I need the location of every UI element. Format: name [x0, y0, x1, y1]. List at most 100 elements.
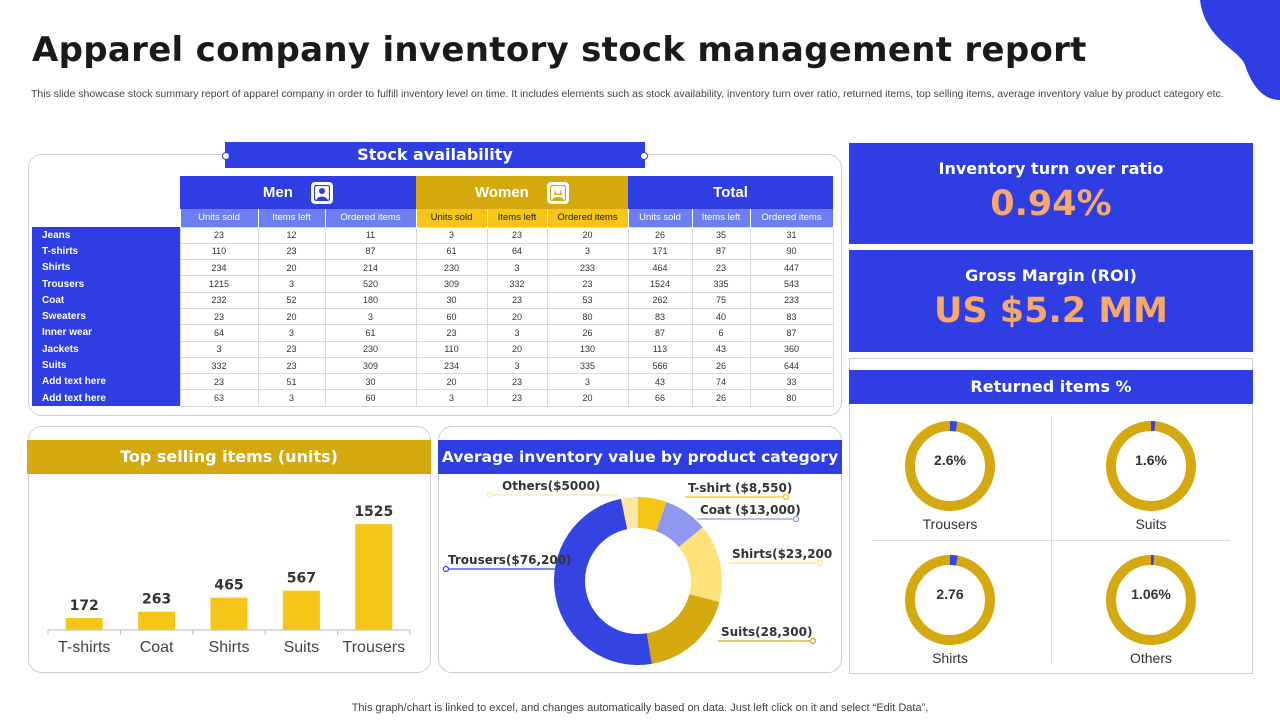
bar-category-label: Shirts [209, 639, 250, 656]
men-label: Men [262, 183, 293, 201]
stock-cell: 3 [179, 340, 259, 358]
donut-slice [656, 502, 703, 548]
stock-cell: 3 [257, 324, 326, 342]
turnover-value: 0.94% [990, 184, 1112, 224]
donut-slice [638, 497, 667, 532]
stock-cell: 3 [546, 373, 629, 391]
stock-cell: 233 [749, 291, 834, 309]
turnover-label: Inventory turn over ratio [938, 159, 1164, 178]
suits-return-label: Suits [1135, 516, 1167, 532]
stock-cell: 26 [546, 324, 629, 342]
stock-cell: 232 [179, 291, 259, 309]
men-ordered-items-header: Ordered items [325, 209, 417, 227]
ring-progress [1106, 555, 1196, 645]
donut-callout-dot [782, 493, 790, 501]
donut-slice [621, 497, 638, 530]
stock-row-label: Coat [32, 292, 180, 309]
returned-items-title: Returned items % [849, 370, 1253, 404]
stock-cell: 566 [627, 356, 693, 375]
stock-cell: 520 [324, 275, 417, 293]
bar-category-label: T-shirts [58, 639, 110, 656]
stock-cell: 31 [749, 226, 834, 244]
suits-ring-graphic [1106, 421, 1196, 511]
stock-cell: 23 [415, 324, 488, 342]
stock-cell: 83 [749, 307, 834, 326]
gross-margin-value: US $5.2 MM [933, 291, 1168, 331]
stock-cell: 64 [486, 242, 548, 261]
donut-slice [646, 594, 720, 664]
stock-cell: 64 [179, 324, 259, 342]
stock-cell: 1524 [627, 275, 693, 293]
stock-cell: 171 [627, 242, 693, 261]
bar-value-label: 263 [142, 592, 171, 608]
stock-row: Suits 332 23 309 234 3 335 566 26 644 [32, 356, 834, 375]
women-ordered-items-header: Ordered items [547, 209, 629, 227]
donut-slice-label: Trousers($76,200) [448, 553, 572, 567]
donut-callout-dot [486, 491, 494, 499]
stock-row-label: Jackets [32, 341, 180, 358]
stock-cell: 60 [324, 389, 417, 407]
stock-cell: 230 [415, 259, 488, 277]
stock-table: Men Women Total Units sold Items left Or… [32, 176, 834, 407]
stock-cell: 12 [257, 226, 326, 244]
stock-cell: 23 [546, 275, 629, 293]
stock-cell: 644 [749, 356, 834, 375]
stock-cell: 3 [415, 389, 488, 407]
stock-cell: 214 [324, 259, 417, 277]
donut-slice-label: T-shirt ($8,550) [688, 481, 792, 495]
stock-cell: 43 [691, 340, 751, 358]
stock-cell: 11 [324, 226, 417, 244]
stock-row-label: Trousers [32, 275, 180, 293]
page-description: This slide showcase stock summary report… [31, 88, 1224, 100]
returned-divider-horizontal [872, 540, 1230, 541]
stock-row: Jackets 3 23 230 110 20 130 113 43 360 [32, 340, 834, 358]
total-units-sold-header: Units sold [628, 209, 693, 227]
donut-callout-dot [809, 637, 817, 645]
total-label: Total [713, 184, 748, 201]
stock-row: Add text here 63 3 60 3 23 20 66 26 80 [32, 389, 834, 407]
stock-row-label: Suits [32, 357, 180, 374]
stock-cell: 87 [691, 242, 751, 261]
stock-availability-title: Stock availability [222, 142, 648, 168]
bar-value-label: 1525 [354, 504, 393, 520]
stock-cell: 74 [691, 373, 751, 391]
bar [65, 618, 103, 630]
stock-row: Trousers 1215 3 520 309 332 23 1524 335 543 [32, 275, 834, 293]
man-user-icon [311, 181, 334, 204]
trousers-return-pct: 2.6% [934, 452, 966, 468]
stock-cell: 3 [257, 275, 326, 293]
stock-row: Jeans 23 12 11 3 23 20 26 35 31 [32, 226, 834, 244]
stock-cell: 80 [546, 307, 629, 326]
stock-cell: 40 [691, 307, 751, 326]
stock-cell: 464 [627, 259, 693, 277]
others-return-label: Others [1129, 650, 1172, 666]
stock-cell: 60 [415, 307, 488, 326]
stock-cell: 309 [415, 275, 488, 293]
stock-cell: 3 [486, 324, 548, 342]
stock-cell: 113 [627, 340, 693, 358]
avg-inventory-donut-chart: T-shirt ($8,550) Coat ($13,000) Shirts($23… [442, 479, 832, 665]
shirts-ring-graphic [905, 555, 995, 645]
stock-cell: 23 [179, 373, 259, 391]
stock-row-label: T-shirts [32, 243, 180, 260]
stock-cell: 26 [691, 356, 751, 375]
stock-cell: 335 [691, 275, 751, 293]
stock-cell: 52 [257, 291, 326, 309]
stock-row: Add text here 23 51 30 20 23 3 43 74 33 [32, 373, 834, 391]
stock-cell: 20 [486, 340, 548, 358]
stock-cell: 180 [324, 291, 417, 309]
stock-cell: 6 [691, 324, 751, 342]
top-selling-bar-chart: 172 T-shirts 263 Coat 465 Shirts 567 Suits 1525 T… [47, 504, 411, 656]
stock-cell: 87 [324, 242, 417, 261]
stock-row-label: Sweaters [32, 308, 180, 325]
stock-cell: 447 [749, 259, 834, 277]
stock-cell: 543 [749, 275, 834, 293]
stock-cell: 83 [627, 307, 693, 326]
stock-cell: 23 [179, 307, 259, 326]
bar [355, 524, 393, 630]
donut-slice [554, 498, 652, 665]
stock-cell: 309 [324, 356, 417, 375]
stock-cell: 230 [324, 340, 417, 358]
page-title: Apparel company inventory stock manageme… [32, 30, 1087, 70]
stock-cell: 87 [749, 324, 834, 342]
